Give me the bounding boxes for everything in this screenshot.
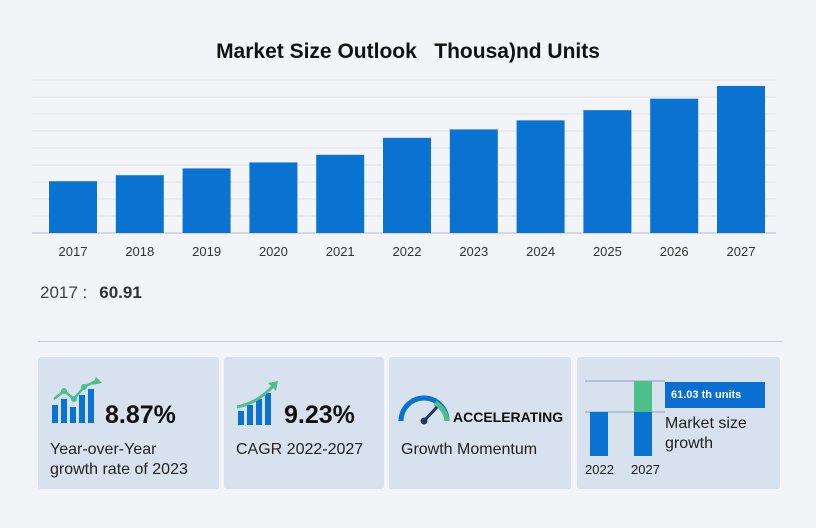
base-year: 2017 : xyxy=(40,283,88,302)
momentum-card: ACCELERATING Growth Momentum xyxy=(389,357,571,489)
base-value-number: 60.91 xyxy=(99,283,142,302)
trend-up-icon xyxy=(236,381,278,425)
x-tick-label: 2021 xyxy=(326,244,355,259)
x-tick-label: 2018 xyxy=(125,244,154,259)
bar-2019 xyxy=(182,168,231,233)
x-tick-label: 2026 xyxy=(660,244,689,259)
x-tick-label: 2017 xyxy=(59,244,88,259)
bar-2020 xyxy=(249,162,298,233)
bar-2018 xyxy=(115,175,164,233)
gauge-icon xyxy=(398,395,450,425)
x-tick-label: 2022 xyxy=(393,244,422,259)
bar-2024 xyxy=(516,120,565,233)
bar-2021 xyxy=(316,154,365,233)
yoy-value: 8.87% xyxy=(105,401,176,429)
cagr-label: CAGR 2022-2027 xyxy=(236,441,364,458)
chart-title: Market Size Outlook Thousa)nd Units xyxy=(216,40,600,63)
market-year-end: 2027 xyxy=(631,462,660,477)
bar-2027 xyxy=(717,85,765,233)
x-tick-label: 2020 xyxy=(259,244,288,259)
market-year-start: 2022 xyxy=(585,462,614,477)
units-badge: 61.03 th units xyxy=(665,382,765,408)
bar-2025 xyxy=(583,110,632,233)
cagr-card: 9.23% CAGR 2022-2027 xyxy=(224,357,384,489)
market-label-2: growth xyxy=(665,435,714,452)
market-label-1: Market size xyxy=(665,415,747,432)
x-tick-label: 2024 xyxy=(526,244,555,259)
bar-chart: 2017 2018 2019 2020 2021 2022 2023 2024 2025 2026… xyxy=(32,79,776,259)
bar-2026 xyxy=(650,98,699,233)
market-size-card: 61.03 th units Market size growth 2022 2… xyxy=(577,357,780,489)
bar-2023 xyxy=(449,129,498,233)
bar-growth-icon xyxy=(52,377,102,423)
mini-bar-icon xyxy=(585,380,665,456)
momentum-label: Growth Momentum xyxy=(401,441,538,458)
yoy-label-2: growth rate of 2023 xyxy=(50,461,188,478)
x-tick-labels: 2017 2018 2019 2020 2021 2022 2023 2024 2025 2026… xyxy=(59,244,756,259)
bar-2022 xyxy=(383,137,431,233)
x-tick-label: 2025 xyxy=(593,244,622,259)
yoy-label-1: Year-over-Year xyxy=(50,441,157,458)
divider xyxy=(38,341,782,342)
yoy-card: 8.87% Year-over-Year growth rate of 2023 xyxy=(38,357,219,489)
bar-2017 xyxy=(49,181,97,233)
x-tick-label: 2027 xyxy=(727,244,756,259)
base-value: 2017 : 60.91 xyxy=(40,283,142,303)
x-tick-label: 2019 xyxy=(192,244,221,259)
cagr-value: 9.23% xyxy=(284,401,355,429)
x-tick-label: 2023 xyxy=(459,244,488,259)
bars xyxy=(49,85,765,233)
momentum-value: ACCELERATING xyxy=(453,409,564,425)
